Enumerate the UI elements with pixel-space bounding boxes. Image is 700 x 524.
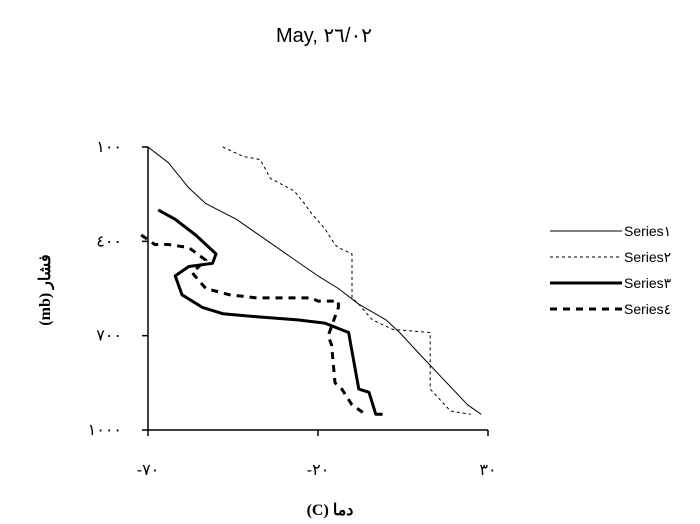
y-tick-label: ٧٠٠ xyxy=(96,328,122,345)
legend-label-4: Series٤ xyxy=(624,301,671,317)
y-tick-label: ١٠٠٠ xyxy=(88,422,122,439)
series-line-3 xyxy=(157,208,383,416)
x-axis-title: دما (C) xyxy=(307,502,354,519)
series-line-1 xyxy=(147,146,482,415)
legend-label-2: Series٢ xyxy=(624,249,671,265)
series-line-4 xyxy=(140,233,367,416)
legend: Series١ Series٢ Series٣ Series٤ xyxy=(550,223,672,317)
chart-title: May, ٢٦/٠٢ xyxy=(276,25,372,47)
series-lines xyxy=(140,146,482,416)
plot-area: ١٠٠ ٤٠٠ ٧٠٠ ١٠٠٠ -٧٠ -٢٠ ٣٠ xyxy=(88,139,497,479)
axis-ticks: ١٠٠ ٤٠٠ ٧٠٠ ١٠٠٠ -٧٠ -٢٠ ٣٠ xyxy=(88,139,497,479)
y-tick-label: ٤٠٠ xyxy=(96,233,122,250)
x-tick-label: -٧٠ xyxy=(137,462,160,479)
x-tick-label: -٢٠ xyxy=(307,462,330,479)
legend-label-1: Series١ xyxy=(624,223,671,239)
series-line-2 xyxy=(222,146,472,415)
y-tick-label: ١٠٠ xyxy=(96,139,122,156)
y-axis-title: فشار (mb) xyxy=(37,254,55,325)
legend-label-3: Series٣ xyxy=(624,275,672,291)
x-tick-label: ٣٠ xyxy=(479,462,496,479)
